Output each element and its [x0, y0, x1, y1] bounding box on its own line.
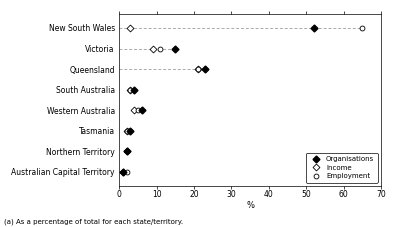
X-axis label: %: %: [246, 201, 254, 210]
Text: (a) As a percentage of total for each state/territory.: (a) As a percentage of total for each st…: [4, 218, 183, 225]
Legend: Organisations, Income, Employment: Organisations, Income, Employment: [306, 153, 378, 183]
